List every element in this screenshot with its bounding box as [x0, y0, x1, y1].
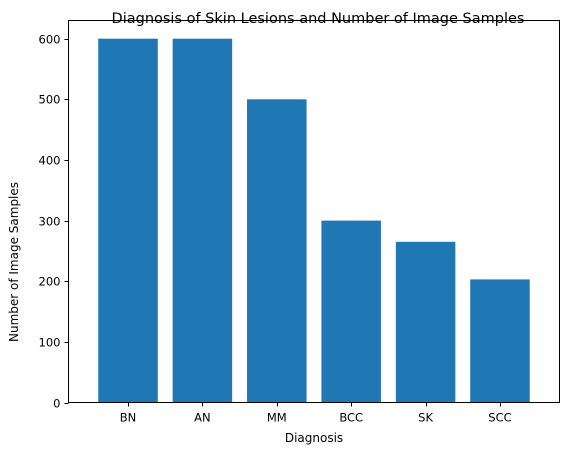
y-tick-label: 500 [39, 93, 61, 107]
y-tick-label: 400 [39, 154, 61, 168]
y-tick-label: 200 [39, 275, 61, 289]
y-tick-label: 300 [39, 215, 61, 229]
x-tick-label: BN [120, 411, 137, 425]
x-tick-label: MM [267, 411, 287, 425]
x-ticks-group: BN AN MM BCC SK SCC [120, 402, 512, 425]
bars-group [98, 38, 530, 403]
bar-an [172, 38, 233, 403]
x-tick-label: SK [418, 411, 433, 425]
bar-mm [247, 99, 307, 403]
x-tick-label: SCC [488, 411, 511, 425]
plot-frame [68, 20, 560, 403]
y-ticks-group: 0 100 200 300 400 500 600 [39, 33, 69, 411]
x-axis-label: Diagnosis [285, 431, 343, 445]
y-tick-label: 600 [39, 33, 61, 47]
bar-sk [395, 241, 456, 403]
bar-scc [470, 279, 530, 403]
x-tick-label: AN [194, 411, 210, 425]
bar-bn [98, 38, 158, 403]
bar-bcc [321, 220, 381, 403]
y-axis-label: Number of Image Samples [7, 182, 21, 342]
chart-title: Diagnosis of Skin Lesions and Number of … [112, 11, 525, 27]
y-tick-label: 0 [53, 397, 60, 411]
x-tick-label: BCC [339, 411, 363, 425]
y-tick-label: 100 [39, 336, 61, 350]
